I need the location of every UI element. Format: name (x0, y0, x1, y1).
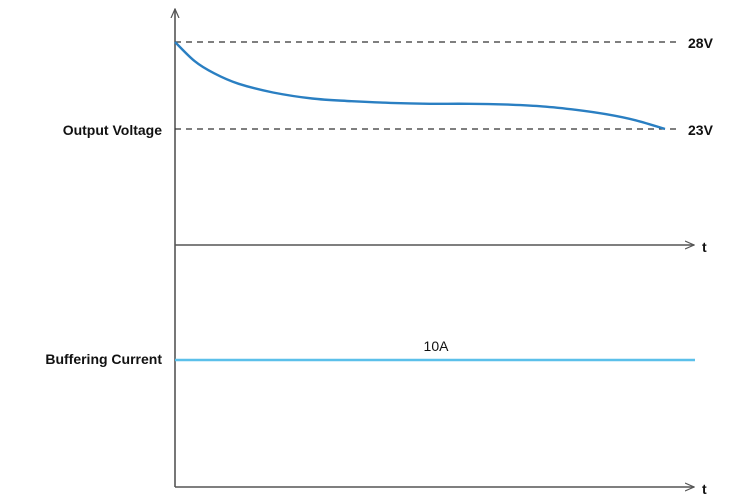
x-axis-label-voltage: t (702, 239, 707, 255)
reference-label-23v: 23V (688, 122, 714, 138)
y-label-current: Buffering Current (45, 351, 162, 367)
current-value-label: 10A (424, 338, 450, 354)
voltage-series-line (174, 41, 666, 131)
x-axis-label-current: t (702, 481, 707, 495)
reference-label-28v: 28V (688, 35, 714, 51)
y-label-voltage: Output Voltage (63, 122, 162, 138)
